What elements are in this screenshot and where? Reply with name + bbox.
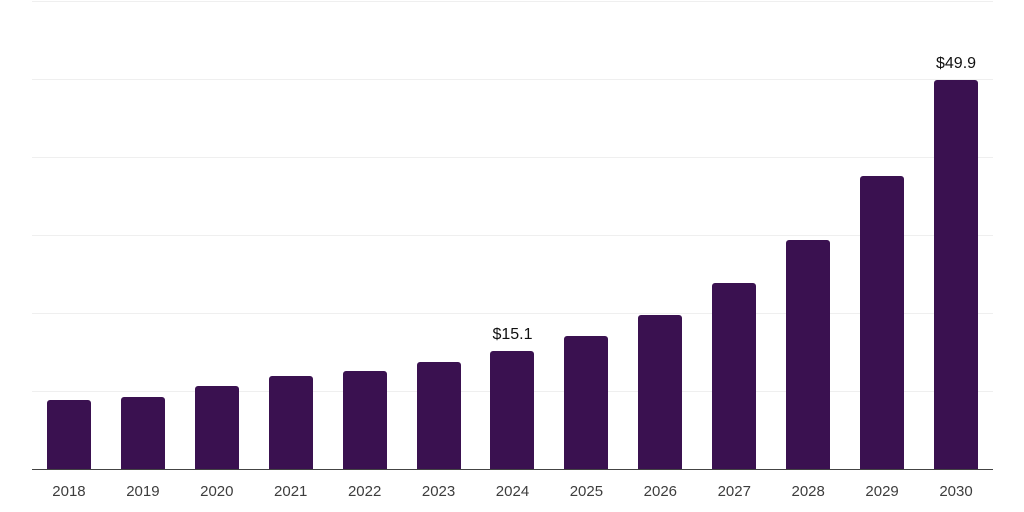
gridline [32, 313, 993, 315]
x-axis: 2018 2019 2020 2021 2022 2023 2024 2025 2026 2027… [32, 482, 993, 502]
bar-2024 [490, 351, 535, 469]
x-axis-label-2021: 2021 [274, 483, 308, 500]
x-axis-label-2022: 2022 [347, 483, 382, 500]
bar-2021 [268, 376, 313, 469]
gridline [32, 157, 993, 159]
bar-slot [32, 1, 106, 469]
bar-slot [549, 1, 623, 469]
bar-2028 [786, 240, 831, 469]
plot-area: $15.1 $49.9 [32, 1, 993, 470]
x-axis-label-2026: 2026 [643, 483, 678, 500]
x-axis-line [32, 468, 993, 470]
bar-slot: $49.9 [919, 1, 993, 469]
bar-2030 [934, 79, 979, 469]
bar-series: $15.1 $49.9 [32, 1, 993, 469]
bar-2023 [416, 362, 461, 469]
bar-slot [623, 1, 697, 469]
x-axis-label-2028: 2028 [791, 483, 825, 500]
x-axis-label-2027: 2027 [717, 483, 751, 500]
bar-2018 [46, 399, 91, 469]
bar-2025 [564, 336, 609, 469]
bar-2027 [712, 282, 757, 469]
bar-2026 [638, 314, 683, 469]
bar-slot [254, 1, 328, 469]
x-axis-label-2023: 2023 [421, 483, 456, 500]
bar-2022 [342, 370, 387, 469]
x-axis-label-2029: 2029 [865, 483, 899, 500]
gridline [32, 1, 993, 2]
bar-2029 [860, 175, 905, 469]
x-axis-label-2024: 2024 [495, 483, 530, 500]
bar-value-label-2024: $15.1 [492, 326, 533, 344]
bar-value-label-2030: $49.9 [935, 54, 977, 72]
x-axis-label-2025: 2025 [569, 483, 604, 500]
bar-slot [402, 1, 476, 469]
bar-slot [328, 1, 402, 469]
bar-slot [697, 1, 771, 469]
x-axis-label-2018: 2018 [52, 483, 86, 500]
bar-slot [180, 1, 254, 469]
bar-slot: $15.1 [476, 1, 550, 469]
gridline [32, 79, 993, 80]
x-axis-label-2020: 2020 [200, 483, 234, 500]
x-axis-label-2019: 2019 [126, 483, 160, 500]
x-axis-label-2030: 2030 [939, 483, 973, 500]
bar-slot [845, 1, 919, 469]
bar-slot [106, 1, 180, 469]
bar-2019 [120, 397, 165, 469]
bar-slot [771, 1, 845, 469]
bar-2020 [194, 386, 239, 469]
gridline [32, 235, 993, 236]
